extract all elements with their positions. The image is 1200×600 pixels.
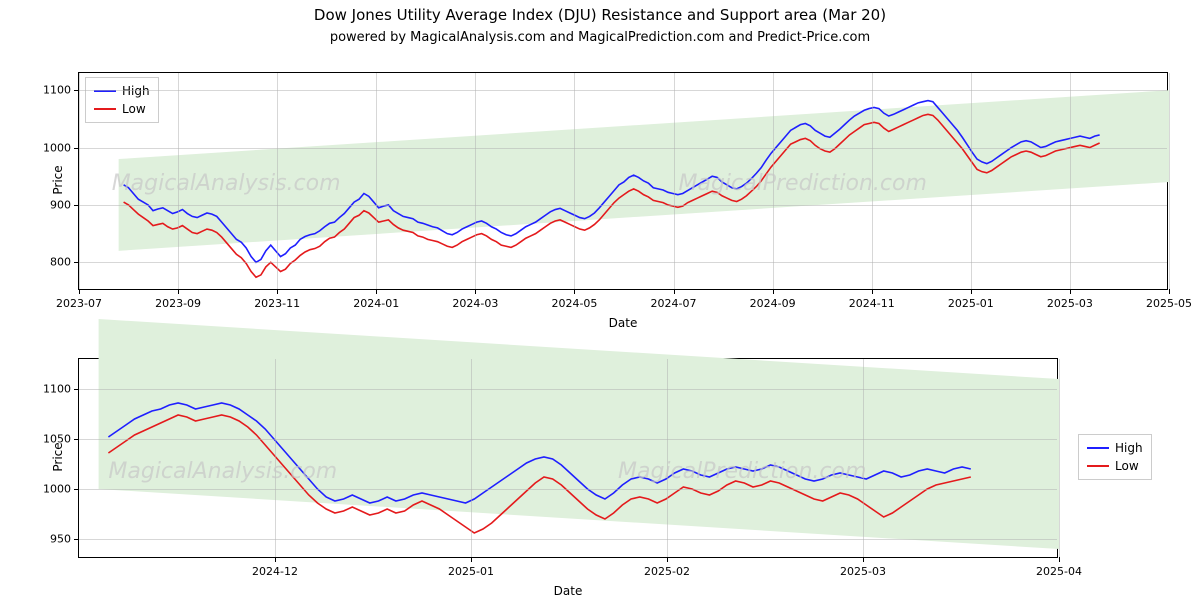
bottom-chart-legend: High Low [1078, 434, 1152, 480]
legend-item: Low [1087, 457, 1143, 475]
x-tick-label: 2025-01 [926, 297, 1016, 310]
chart-title: Dow Jones Utility Average Index (DJU) Re… [0, 6, 1200, 24]
top-chart-legend: HighLow [85, 77, 159, 123]
y-tick-label: 1100 [11, 383, 71, 396]
x-tick-label: 2024-03 [430, 297, 520, 310]
x-tick-label: 2024-07 [629, 297, 719, 310]
bottom-chart-xlabel: Date [78, 584, 1058, 598]
legend-swatch [94, 108, 116, 110]
watermark: MagicalPrediction.com [618, 459, 866, 484]
x-tick-label: 2025-03 [818, 565, 908, 578]
top-chart-ylabel: Price [51, 130, 65, 230]
legend-swatch [1087, 447, 1109, 449]
x-tick-label: 2025-03 [1025, 297, 1115, 310]
x-tick-label: 2023-09 [133, 297, 223, 310]
legend-swatch [1087, 465, 1109, 467]
x-tick-label: 2025-02 [622, 565, 712, 578]
watermark: MagicalAnalysis.com [112, 171, 341, 196]
legend-item: Low [94, 100, 150, 118]
legend-label: Low [122, 102, 146, 116]
watermark: MagicalAnalysis.com [108, 459, 337, 484]
legend-label: Low [1115, 459, 1139, 473]
x-tick-label: 2023-11 [232, 297, 322, 310]
x-tick-label: 2024-05 [529, 297, 619, 310]
watermark: MagicalPrediction.com [679, 171, 927, 196]
legend-label: High [1115, 441, 1143, 455]
bottom-chart-axes: 9501000105011002024-122025-012025-022025… [78, 358, 1058, 558]
x-tick-label: 2024-01 [331, 297, 421, 310]
y-tick-label: 950 [11, 533, 71, 546]
top-chart-xlabel: Date [78, 316, 1168, 330]
x-tick-label: 2025-01 [426, 565, 516, 578]
top-chart-axes: HighLow 800900100011002023-072023-092023… [78, 72, 1168, 290]
y-tick-label: 1100 [11, 84, 71, 97]
x-tick-label: 2025-04 [1014, 565, 1104, 578]
x-tick-label: 2024-09 [728, 297, 818, 310]
x-tick-label: 2025-05 [1124, 297, 1200, 310]
x-tick-label: 2023-07 [34, 297, 124, 310]
bottom-chart-ylabel: Price [51, 407, 65, 507]
x-tick-label: 2024-11 [827, 297, 917, 310]
legend-item: High [1087, 439, 1143, 457]
x-tick-label: 2024-12 [230, 565, 320, 578]
y-tick-label: 800 [11, 256, 71, 269]
support-resistance-band [99, 319, 1059, 549]
figure: Dow Jones Utility Average Index (DJU) Re… [0, 0, 1200, 600]
chart-subtitle: powered by MagicalAnalysis.com and Magic… [0, 30, 1200, 45]
